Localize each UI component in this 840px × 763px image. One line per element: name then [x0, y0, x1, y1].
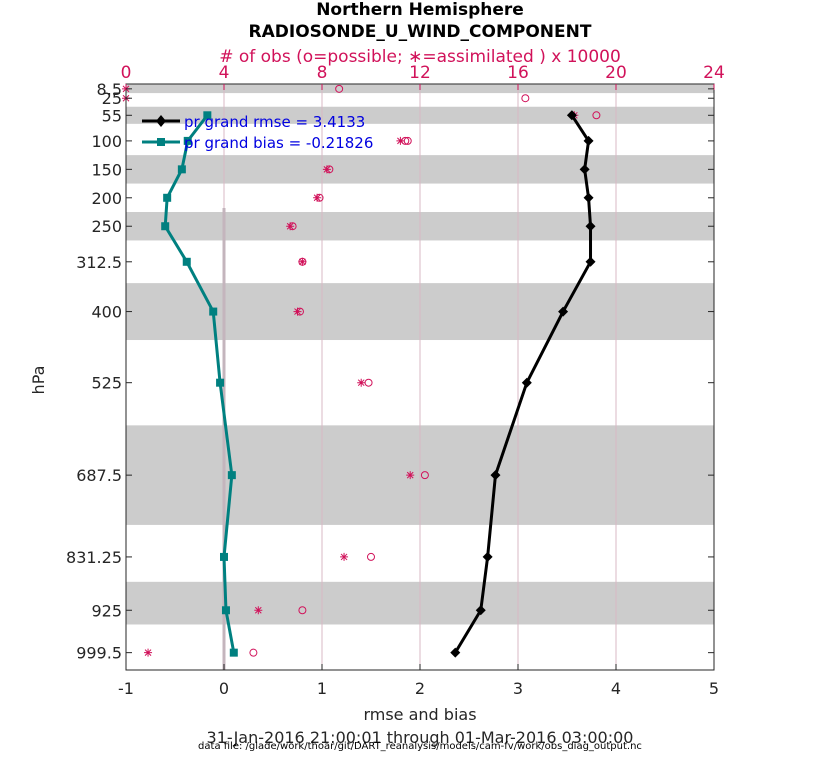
y-tick-label: 8.5 — [97, 80, 122, 99]
bias-point — [220, 552, 228, 561]
x-tick-label: 0 — [219, 679, 229, 698]
y-tick-label: 400 — [91, 303, 122, 322]
chart-subtitle: RADIOSONDE_U_WIND_COMPONENT — [249, 22, 592, 42]
obs-possible-point — [592, 111, 601, 120]
bias-point — [177, 165, 186, 174]
rmse-point — [475, 605, 486, 616]
y-tick-label: 831.25 — [66, 548, 122, 567]
legend: pr grand rmse = 3.4133 pr grand bias = -… — [142, 113, 373, 152]
top-tick-label: 4 — [219, 63, 230, 83]
x-tick-label: 4 — [611, 679, 621, 698]
x-tick-label: 2 — [415, 679, 425, 698]
axis-ticks: 0 4 8 12 16 20 24-1 0 1 2 3 4 58.5255510015020025031… — [66, 63, 725, 698]
y-tick-label: 200 — [91, 189, 122, 208]
bias-point — [227, 471, 236, 480]
obs-assimilated-point — [313, 193, 322, 202]
top-tick-label: 12 — [409, 63, 431, 83]
y-tick-label: 25 — [102, 89, 122, 108]
rmse-point — [490, 470, 501, 481]
bias-point — [163, 193, 172, 202]
obs-possible-point — [420, 471, 429, 480]
bias-point — [216, 378, 225, 387]
y-tick-label: 525 — [91, 374, 122, 393]
bias-point — [221, 606, 230, 615]
bias-point — [203, 111, 212, 120]
bias-point — [182, 257, 191, 266]
rmse-point — [585, 221, 596, 232]
rmse-point — [583, 192, 594, 203]
top-axis-label: # of obs (o=possible; ∗=assimilated ) x … — [219, 47, 621, 67]
bias-point — [229, 648, 238, 657]
obs-assimilated-point — [322, 165, 331, 174]
obs-possible-point — [249, 648, 258, 657]
y-axis-label: hPa — [29, 366, 48, 395]
legend-bias-label: pr grand bias = -0.21826 — [184, 134, 373, 152]
y-tick-label: 312.5 — [76, 253, 122, 272]
top-tick-label: 20 — [605, 63, 627, 83]
obs-assimilated-point — [340, 552, 349, 561]
obs-assimilated-point — [298, 257, 307, 266]
obs-possible-point — [335, 84, 344, 93]
obs-assimilated-point — [144, 648, 153, 657]
obs-assimilated-point — [406, 471, 415, 480]
obs-assimilated-point — [357, 378, 366, 387]
chart-title: Northern Hemisphere — [316, 0, 524, 20]
legend-rmse-label: pr grand rmse = 3.4133 — [184, 113, 365, 131]
rmse-line — [453, 114, 593, 654]
rmse-point — [558, 306, 569, 317]
top-tick-label: 8 — [317, 63, 328, 83]
obs-possible-point — [298, 606, 307, 615]
rmse-point — [450, 647, 461, 658]
legend-rmse-marker — [156, 115, 166, 127]
y-tick-label: 55 — [102, 106, 122, 125]
data-file-footnote: data file: /glade/work/thoar/git/DART_re… — [198, 741, 642, 752]
rmse-point — [566, 110, 577, 121]
bias-point — [183, 136, 192, 145]
y-tick-label: 925 — [91, 601, 122, 620]
top-tick-label: 0 — [121, 63, 132, 83]
rmse-point — [583, 135, 594, 146]
top-tick-label: 16 — [507, 63, 529, 83]
legend-bias-marker — [157, 138, 165, 146]
y-tick-label: 150 — [91, 160, 122, 179]
x-tick-label: 3 — [513, 679, 523, 698]
obs-possible-point — [364, 378, 373, 387]
obs-assimilated-point — [286, 222, 295, 231]
bias-line — [163, 114, 236, 653]
rmse-point — [482, 551, 493, 562]
x-tick-label: 5 — [709, 679, 719, 698]
top-tick-label: 24 — [703, 63, 725, 83]
obs-assimilated-point — [254, 606, 263, 615]
x-tick-label: -1 — [118, 679, 134, 698]
y-tick-label: 250 — [91, 217, 122, 236]
y-tick-label: 687.5 — [76, 466, 122, 485]
date-range: 31-Jan-2016 21:00:01 through 01-Mar-2016… — [207, 728, 634, 747]
data-marks — [122, 84, 601, 658]
x-tick-label: 1 — [317, 679, 327, 698]
obs-possible-point — [367, 552, 375, 561]
bias-point — [161, 222, 170, 231]
rmse-point — [579, 164, 590, 175]
rmse-point — [585, 256, 596, 267]
y-tick-label: 999.5 — [76, 644, 122, 663]
rmse-point — [521, 377, 532, 388]
bias-point — [209, 307, 218, 316]
obs-possible-point — [521, 94, 530, 103]
x-axis-label: rmse and bias — [363, 705, 476, 724]
obs-assimilated-point — [293, 307, 302, 316]
obs-assimilated-point — [396, 136, 405, 145]
y-tick-label: 100 — [91, 132, 122, 151]
